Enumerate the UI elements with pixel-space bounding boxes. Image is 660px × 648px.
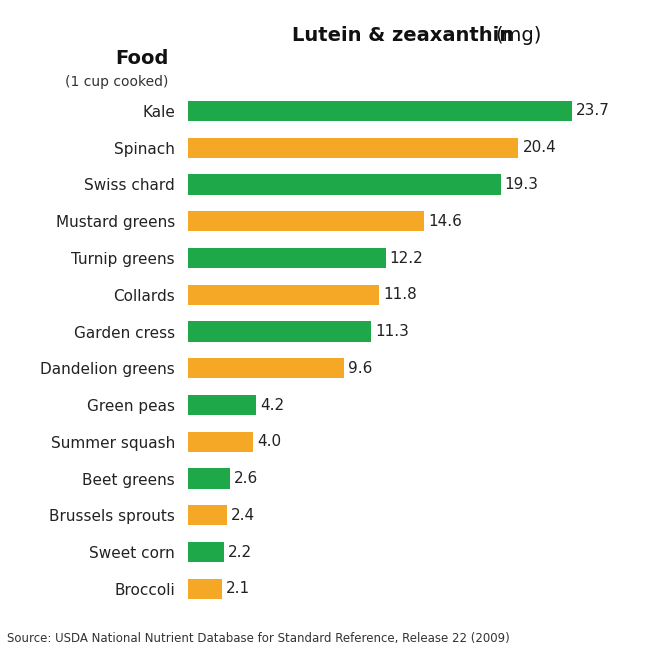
Text: 20.4: 20.4 bbox=[523, 140, 556, 156]
Bar bbox=[188, 101, 572, 121]
Bar bbox=[188, 248, 385, 268]
Bar bbox=[188, 358, 343, 378]
Bar bbox=[188, 395, 256, 415]
Text: 11.8: 11.8 bbox=[383, 287, 417, 302]
Bar bbox=[188, 211, 424, 231]
Bar bbox=[188, 321, 371, 341]
Text: 2.6: 2.6 bbox=[234, 471, 259, 486]
Text: 2.1: 2.1 bbox=[226, 581, 250, 596]
Text: 11.3: 11.3 bbox=[375, 324, 409, 339]
Bar bbox=[188, 284, 379, 305]
Bar bbox=[188, 174, 500, 194]
Text: Source: USDA National Nutrient Database for Standard Reference, Release 22 (2009: Source: USDA National Nutrient Database … bbox=[7, 632, 510, 645]
Bar bbox=[188, 469, 230, 489]
Bar bbox=[188, 432, 253, 452]
Bar bbox=[188, 579, 222, 599]
Text: Food: Food bbox=[115, 49, 168, 68]
Bar bbox=[188, 542, 224, 562]
Text: 4.0: 4.0 bbox=[257, 434, 281, 449]
Text: (mg): (mg) bbox=[495, 26, 541, 45]
Bar bbox=[188, 137, 518, 158]
Text: (1 cup cooked): (1 cup cooked) bbox=[65, 75, 168, 89]
Text: 4.2: 4.2 bbox=[260, 398, 284, 413]
Text: 9.6: 9.6 bbox=[348, 361, 372, 376]
Text: 23.7: 23.7 bbox=[576, 104, 610, 119]
Bar bbox=[188, 505, 227, 526]
Text: 2.2: 2.2 bbox=[228, 544, 252, 560]
Text: 14.6: 14.6 bbox=[428, 214, 463, 229]
Text: 19.3: 19.3 bbox=[505, 177, 539, 192]
Text: Lutein & zeaxanthin: Lutein & zeaxanthin bbox=[292, 26, 513, 45]
Text: 12.2: 12.2 bbox=[389, 251, 424, 266]
Text: 2.4: 2.4 bbox=[231, 508, 255, 523]
